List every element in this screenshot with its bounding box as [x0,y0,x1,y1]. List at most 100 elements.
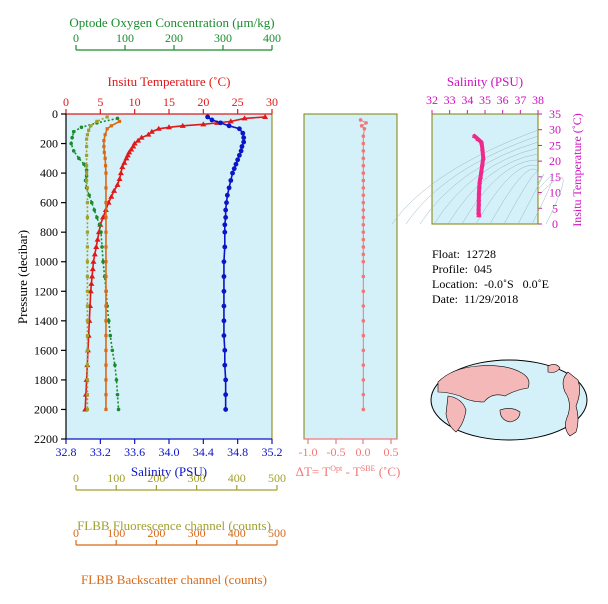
temperature-point [91,251,98,257]
fluorescence-tick-label: 100 [107,471,125,485]
salinity-point [222,229,228,235]
delta-t-point [361,200,366,205]
pressure-tick-label: 2000 [34,402,58,416]
salinity-tick-label: 33.6 [124,445,145,459]
ts-salinity-tick-label: 32 [426,93,438,107]
ts-point [471,133,477,138]
temperature-point [200,121,207,127]
ts-salinity-tick-label: 36 [497,93,509,107]
ts-density-contour [391,129,539,225]
fluorescence-point [85,153,89,157]
salinity-point [221,318,227,324]
delta-t-point [362,126,367,131]
delta-t-point [361,186,366,190]
backscatter-point [104,348,108,352]
temperature-tick-label: 25 [232,95,244,109]
delta-t-tick-label: -0.5 [327,445,346,459]
backscatter-point [117,119,122,123]
delta-t-axis: -1.0 -0.5 0.0 0.5 [299,438,399,459]
fluorescence-point [85,407,90,412]
salinity-point [223,207,229,213]
backscatter-point [104,274,108,279]
salinity-axis-title: Salinity (PSU) [131,464,207,479]
temperature-point [90,258,97,264]
ts-density-contour [537,177,564,225]
fluorescence-point [85,137,89,141]
oxygen-point [116,407,121,412]
ts-salinity-axis-title: Salinity (PSU) [447,74,523,89]
backscatter-point [104,186,108,190]
ts-diagram-plot-area [391,129,564,225]
ts-salinity-tick-label: 37 [514,93,526,107]
profile-panel-background [65,113,273,440]
fluorescence-point [85,260,90,264]
temperature-point [111,187,118,193]
oxygen-point [71,149,76,153]
ts-density-contour [503,171,539,225]
fluorescence-point [85,393,90,397]
backscatter-point [104,393,108,397]
world-map-land-africa [445,395,467,433]
ts-point [478,168,484,173]
fluorescence-point [95,119,99,123]
temperature-point [119,164,126,170]
oxygen-point [99,230,103,234]
temperature-tick-label: 15 [163,95,175,109]
fluorescence-point [85,363,90,367]
oxygen-tick-label: 300 [214,31,232,45]
delta-t-point [361,149,366,153]
ts-point [479,146,485,151]
temperature-tick-label: 0 [63,95,69,109]
salinity-point [239,144,245,149]
salinity-point [221,333,227,338]
ts-point [478,174,484,179]
fluorescence-point [85,215,90,220]
oxygen-point [95,215,99,220]
delta-t-point [361,193,366,198]
fluorescence-point [85,304,90,308]
backscatter-tick-label: 200 [147,526,165,540]
float-location: Location: -0.0˚S 0.0˚E [432,277,549,291]
delta-t-point [364,121,368,125]
temperature-tick-label: 20 [197,95,209,109]
oxygen-axis-title: Optode Oxygen Concentration (μm/kg) [69,15,274,30]
temperature-point [108,193,115,199]
pressure-tick-label: 1800 [34,373,58,387]
salinity-point [236,152,242,158]
salinity-point [236,126,242,132]
oxygen-point [113,363,117,367]
ts-salinity-tick-label: 38 [532,93,544,107]
temperature-point [138,134,145,140]
pressure-tick-label: 2200 [34,432,58,446]
ts-point [480,155,486,160]
pressure-tick-label: 1400 [34,314,58,328]
ts-point [476,183,482,189]
salinity-point [223,392,229,398]
ts-density-contour [447,153,539,225]
salinity-point [221,303,227,309]
salinity-point [233,161,239,167]
salinity-tick-label: 33.2 [90,445,111,459]
oxygen-tick-label: 100 [116,31,134,45]
backscatter-tick-label: 500 [268,526,286,540]
fluorescence-point [105,115,109,119]
ts-density-contour [475,164,539,225]
temperature-point [166,124,172,130]
salinity-point [209,117,215,123]
ts-temperature-tick-label: 15 [549,170,561,184]
temperature-point [87,288,94,294]
temperature-point [128,146,135,152]
fluorescence-point [85,144,89,149]
salinity-point [235,157,241,163]
oxygen-point [84,168,89,172]
temperature-point [227,118,234,124]
ts-point [476,201,482,206]
temperature-point [135,137,142,143]
pressure-tick-label: 600 [40,196,58,210]
ts-density-contour [405,135,539,225]
delta-t-point [361,333,366,338]
backscatter-axis: 0 100 200 300 400 500 [73,526,286,546]
ts-density-contour [419,141,539,225]
delta-t-point [358,118,363,122]
ts-point [477,179,483,184]
